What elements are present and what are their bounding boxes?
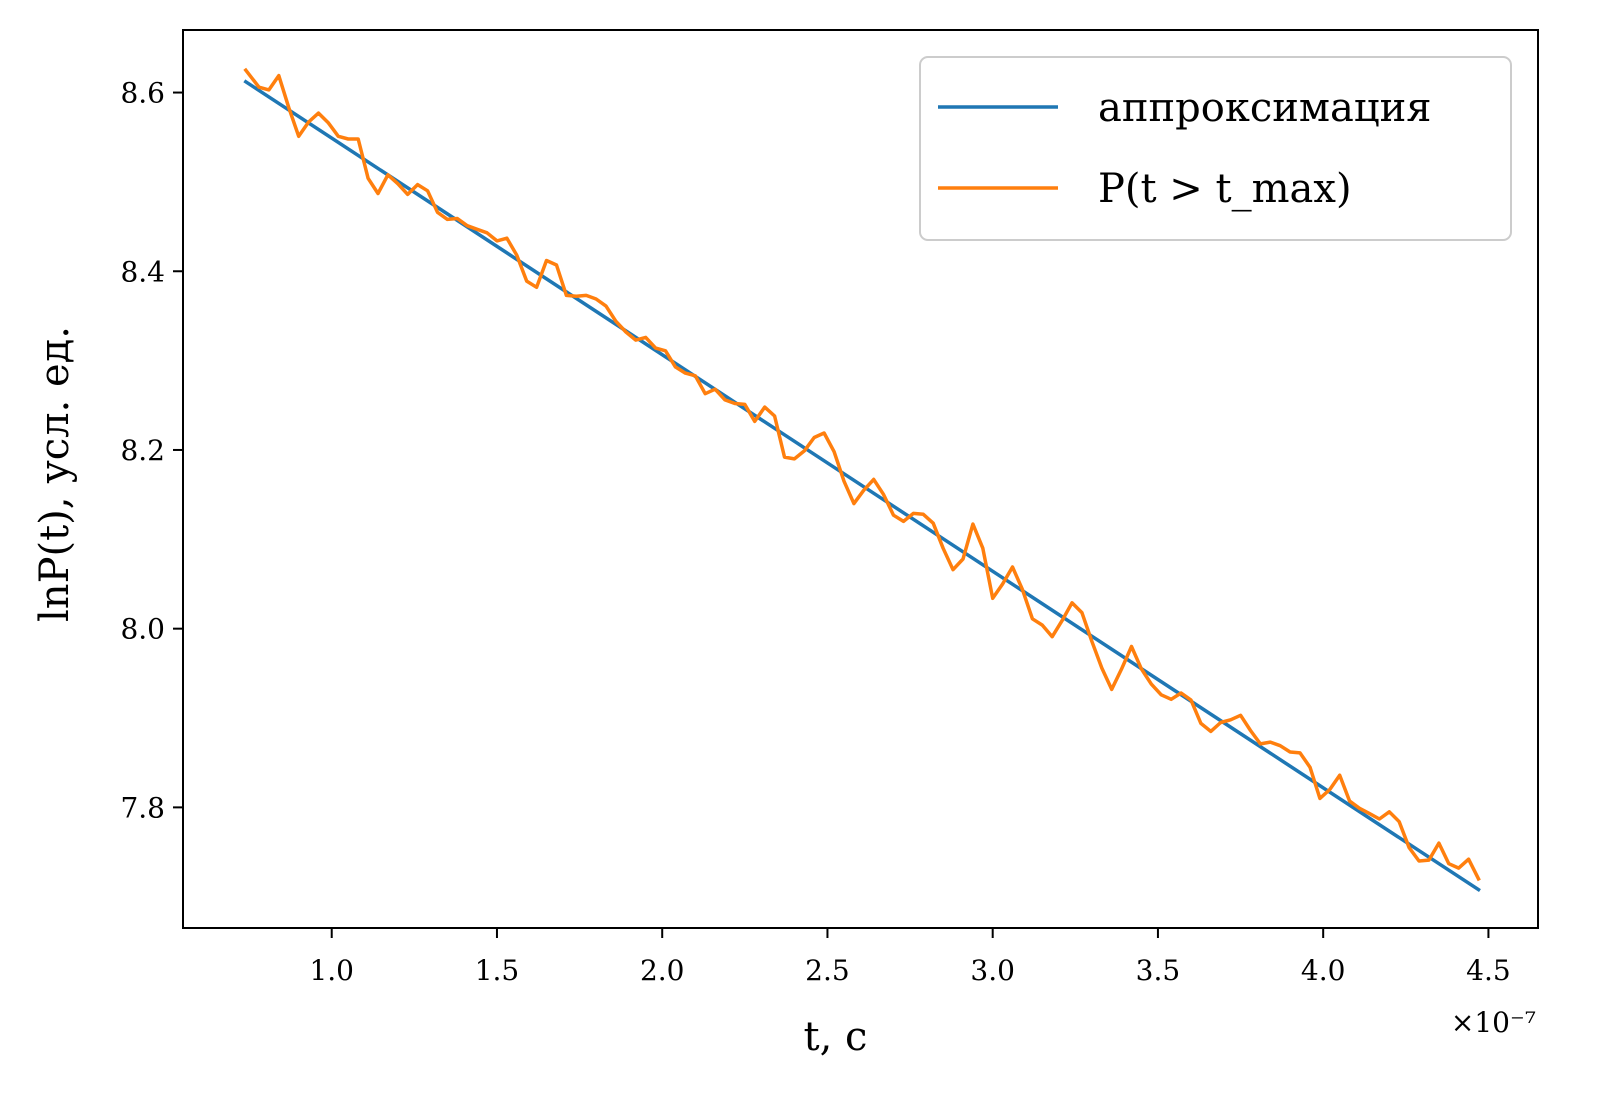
x-tick-label: 2.0 [640, 954, 685, 987]
x-tick-label: 2.5 [805, 954, 850, 987]
y-tick-label: 8.4 [120, 255, 165, 288]
y-axis-label: lnP(t), усл. ед. [32, 326, 78, 622]
legend-label-approximation: аппроксимация [1098, 85, 1432, 131]
y-tick-label: 8.2 [120, 434, 165, 467]
x-tick-label: 4.5 [1466, 954, 1511, 987]
legend: аппроксимация P(t > t_max) [919, 56, 1512, 241]
x-tick-label: 4.0 [1301, 954, 1346, 987]
series-layer [243, 67, 1481, 893]
approximation-line [243, 79, 1481, 893]
y-tick-label: 8.0 [120, 613, 165, 646]
y-axis: 7.8 8.0 8.2 8.4 8.6 [120, 77, 183, 824]
probability-line [243, 67, 1481, 882]
plot-frame [182, 29, 1539, 929]
x-tick-label: 3.0 [970, 954, 1015, 987]
legend-label-probability: P(t > t_max) [1098, 166, 1352, 212]
legend-box [919, 56, 1512, 241]
x-tick-label: 1.0 [309, 954, 354, 987]
x-axis-multiplier: ×10⁻⁷ [1451, 1006, 1536, 1039]
x-tick-label: 3.5 [1136, 954, 1181, 987]
x-axis: 1.0 1.5 2.0 2.5 3.0 3.5 4.0 4.5 [309, 928, 1511, 987]
x-axis-label: t, с [804, 1014, 868, 1060]
x-tick-label: 1.5 [475, 954, 520, 987]
y-tick-label: 7.8 [120, 791, 165, 824]
y-tick-label: 8.6 [120, 77, 165, 110]
